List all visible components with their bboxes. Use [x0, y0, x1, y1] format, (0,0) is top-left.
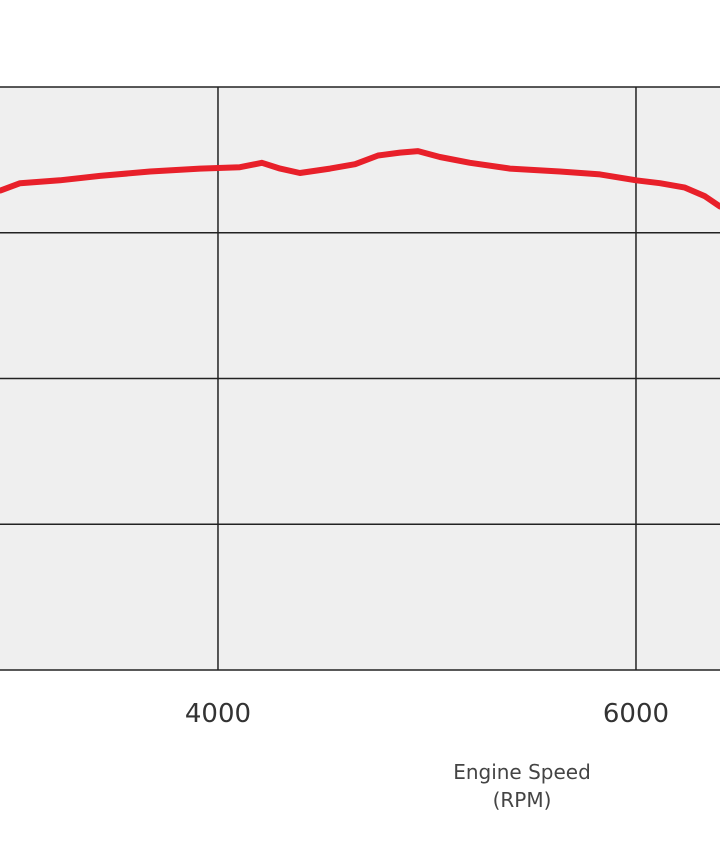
x-tick-label: 4000: [185, 699, 251, 729]
data-line: [0, 148, 720, 210]
x-axis-label: Engine Speed (RPM): [453, 760, 591, 812]
x-tick-label: 6000: [603, 699, 669, 729]
